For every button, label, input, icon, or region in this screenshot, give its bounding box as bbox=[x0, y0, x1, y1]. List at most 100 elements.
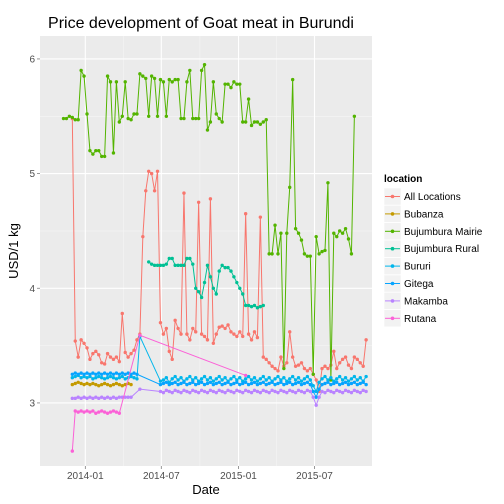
data-point bbox=[261, 355, 265, 359]
data-point bbox=[229, 330, 233, 334]
data-point bbox=[243, 388, 248, 393]
data-point bbox=[79, 396, 83, 401]
y-tick-label: 5 bbox=[29, 169, 35, 180]
data-point bbox=[97, 410, 101, 414]
data-point bbox=[320, 249, 324, 254]
data-point bbox=[76, 380, 80, 384]
data-point bbox=[305, 254, 310, 258]
data-point bbox=[252, 376, 257, 380]
data-point bbox=[217, 374, 221, 379]
data-point bbox=[70, 382, 75, 387]
data-point bbox=[117, 376, 122, 380]
data-point bbox=[114, 355, 119, 359]
data-point bbox=[276, 390, 280, 395]
data-point bbox=[352, 380, 357, 384]
legend-item: Gitega bbox=[383, 274, 434, 293]
data-point bbox=[205, 381, 210, 386]
data-point bbox=[117, 359, 122, 364]
y-tick-label: 6 bbox=[29, 54, 35, 65]
data-point bbox=[105, 376, 110, 380]
data-point bbox=[243, 212, 248, 216]
axis-ticks: 3 4 5 6 2014-01 2014-07 2015-01 2015-07 bbox=[29, 54, 333, 482]
data-point bbox=[88, 382, 92, 387]
data-point bbox=[82, 395, 86, 399]
data-point bbox=[276, 374, 280, 379]
data-point bbox=[252, 380, 257, 384]
data-point bbox=[273, 377, 277, 381]
data-point bbox=[335, 380, 339, 384]
data-point bbox=[270, 380, 274, 384]
data-point bbox=[340, 390, 345, 395]
data-point bbox=[194, 382, 198, 387]
series-rutana bbox=[70, 333, 248, 453]
legend-key-point bbox=[390, 316, 395, 321]
legend-title: location bbox=[384, 174, 422, 185]
data-point bbox=[364, 389, 368, 394]
data-point bbox=[255, 389, 260, 394]
data-point bbox=[158, 382, 163, 387]
data-point bbox=[214, 292, 218, 296]
data-point bbox=[255, 306, 260, 310]
data-point bbox=[349, 390, 354, 395]
data-point bbox=[340, 231, 345, 235]
data-point bbox=[311, 384, 315, 388]
data-point bbox=[167, 256, 171, 261]
data-point bbox=[117, 120, 122, 124]
data-point bbox=[82, 410, 86, 414]
data-point bbox=[337, 389, 342, 394]
data-point bbox=[258, 122, 263, 126]
data-point bbox=[293, 390, 298, 395]
data-point bbox=[164, 262, 169, 266]
data-point bbox=[279, 380, 283, 384]
data-point bbox=[176, 378, 180, 382]
data-point bbox=[323, 374, 327, 379]
data-point bbox=[111, 409, 116, 413]
data-point bbox=[191, 388, 195, 393]
x-tick-label: 2015-07 bbox=[296, 471, 333, 482]
data-point bbox=[279, 231, 283, 235]
data-point bbox=[241, 381, 245, 386]
data-point bbox=[308, 366, 313, 371]
data-point bbox=[164, 114, 169, 118]
data-point bbox=[149, 74, 154, 78]
data-point bbox=[364, 374, 368, 379]
data-point bbox=[120, 371, 124, 375]
data-point bbox=[317, 387, 321, 391]
data-point bbox=[91, 396, 95, 401]
data-point bbox=[220, 382, 224, 387]
data-point bbox=[129, 351, 133, 356]
data-point bbox=[76, 355, 80, 359]
data-point bbox=[285, 381, 289, 386]
data-point bbox=[311, 395, 315, 399]
data-point bbox=[252, 388, 257, 393]
data-point bbox=[164, 380, 169, 384]
data-point bbox=[102, 381, 107, 386]
data-point bbox=[314, 395, 318, 399]
data-point bbox=[176, 77, 180, 82]
data-point bbox=[246, 389, 251, 394]
data-point bbox=[208, 197, 213, 201]
data-point bbox=[208, 275, 213, 279]
data-point bbox=[85, 346, 89, 350]
data-point bbox=[290, 389, 295, 394]
data-point bbox=[335, 388, 339, 393]
data-point bbox=[270, 388, 274, 393]
data-point bbox=[311, 389, 315, 394]
data-point bbox=[132, 371, 136, 375]
data-point bbox=[290, 77, 295, 82]
data-point bbox=[314, 234, 318, 239]
data-point bbox=[361, 388, 365, 393]
data-point bbox=[91, 351, 95, 356]
data-point bbox=[85, 112, 89, 116]
data-point bbox=[220, 120, 224, 124]
data-point bbox=[241, 334, 245, 339]
data-point bbox=[111, 357, 116, 362]
data-point bbox=[211, 379, 216, 383]
data-point bbox=[149, 171, 154, 176]
data-point bbox=[358, 361, 362, 365]
data-point bbox=[132, 348, 136, 352]
data-point bbox=[249, 381, 254, 386]
data-point bbox=[258, 215, 263, 219]
data-point bbox=[241, 292, 245, 296]
data-point bbox=[329, 389, 333, 394]
